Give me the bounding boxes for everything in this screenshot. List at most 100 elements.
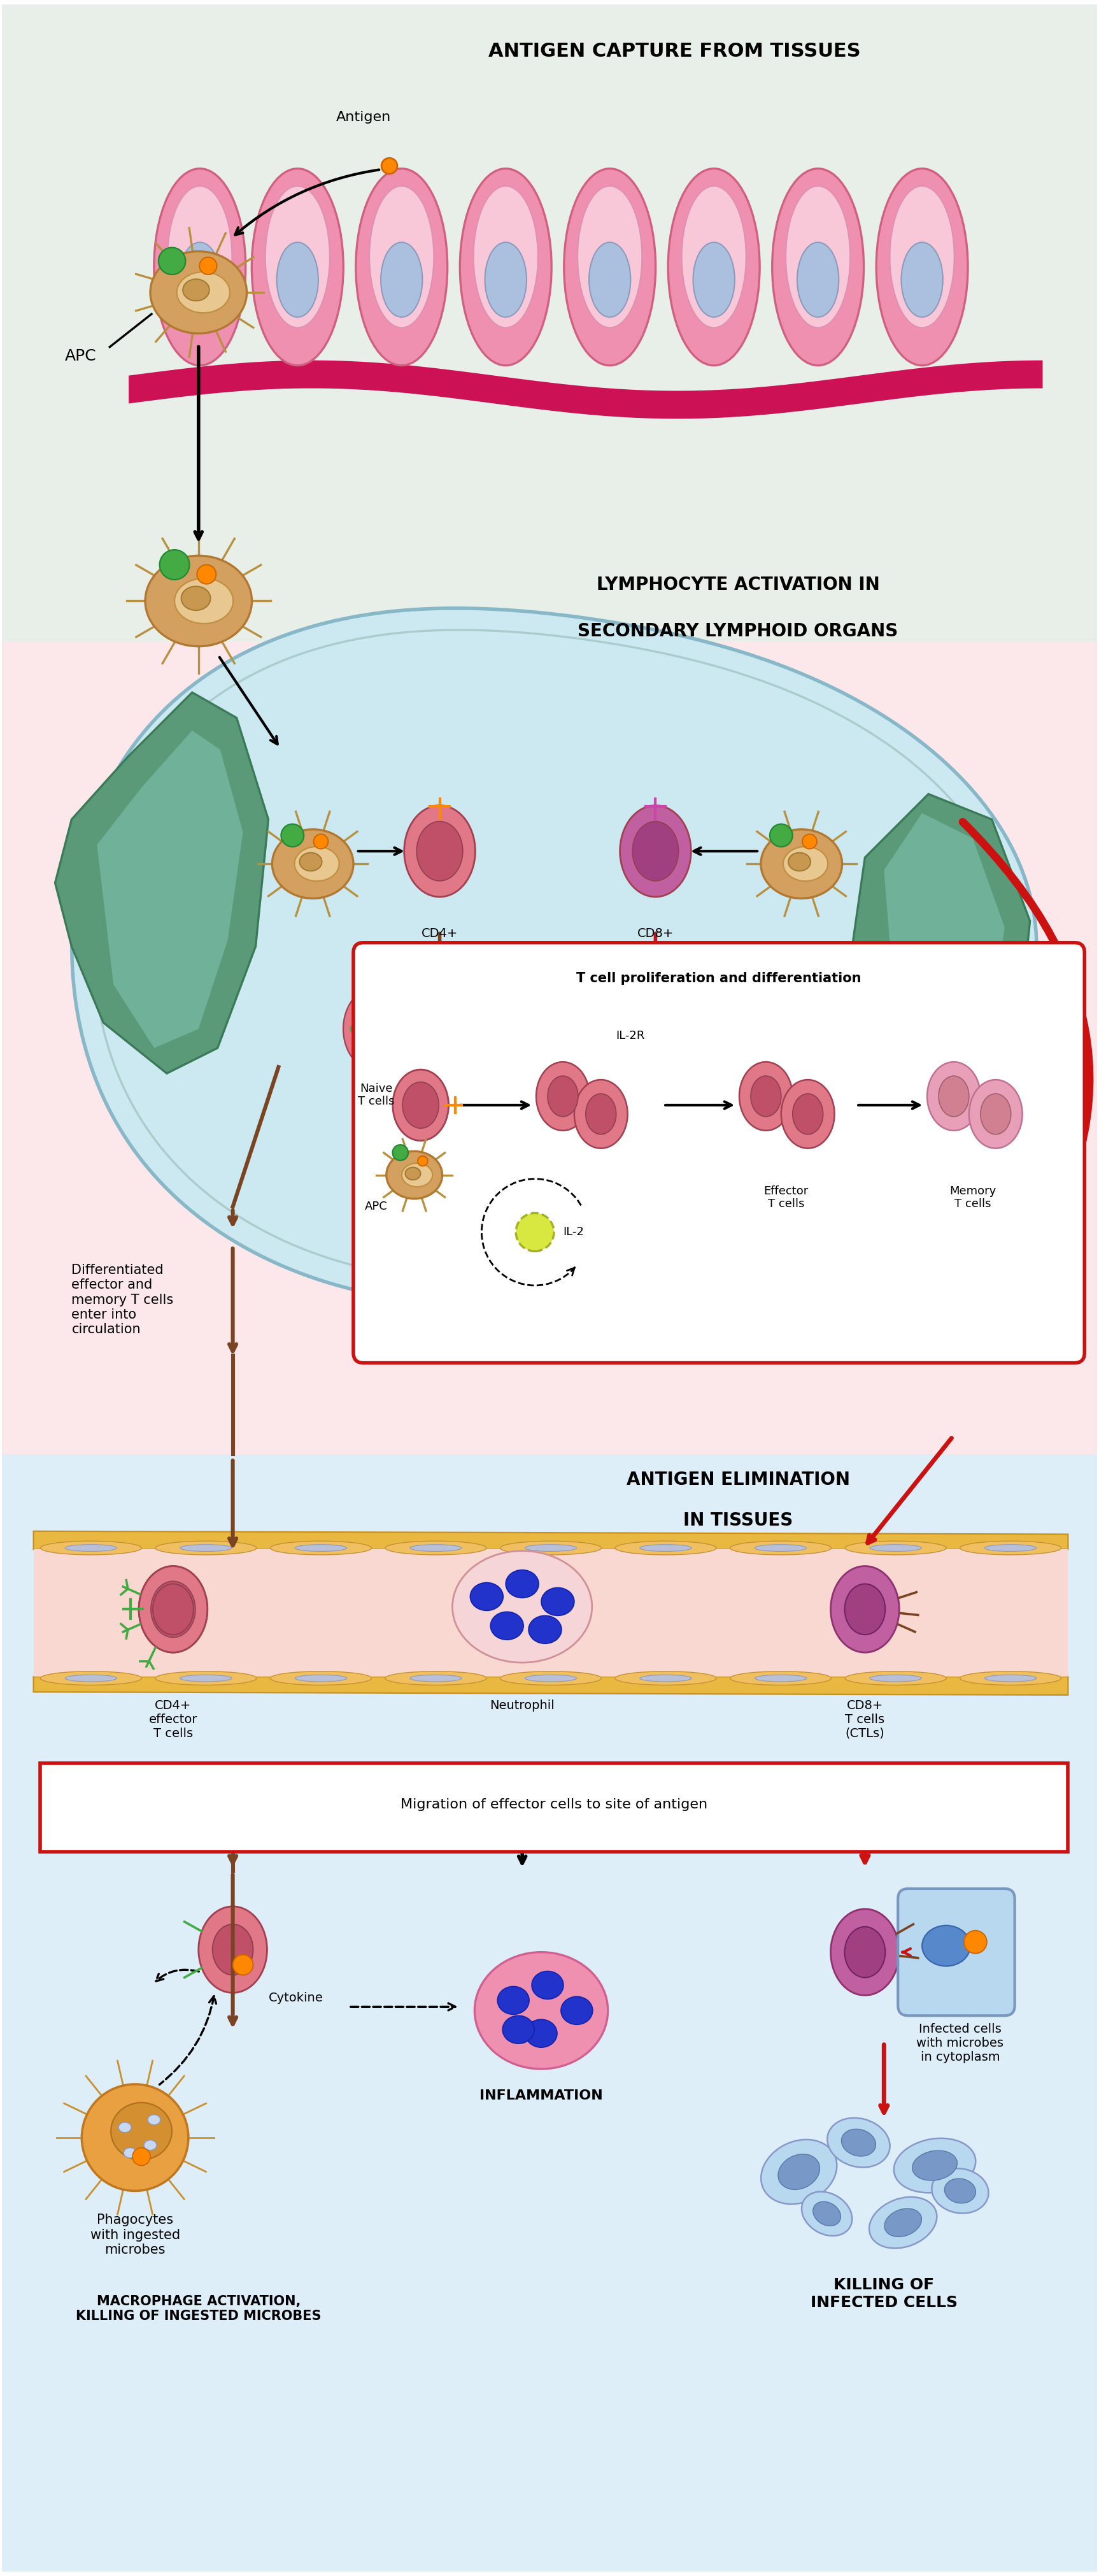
Ellipse shape	[586, 1095, 617, 1133]
Text: ANTIGEN CAPTURE FROM TISSUES: ANTIGEN CAPTURE FROM TISSUES	[488, 41, 861, 59]
Ellipse shape	[65, 1674, 116, 1682]
Ellipse shape	[368, 1025, 434, 1108]
Text: CD4+
T cells: CD4+ T cells	[420, 927, 459, 953]
Text: APC: APC	[65, 348, 97, 363]
Circle shape	[200, 258, 217, 276]
Text: INFLAMMATION: INFLAMMATION	[479, 2089, 603, 2102]
Ellipse shape	[784, 848, 828, 881]
Ellipse shape	[270, 1672, 371, 1685]
Ellipse shape	[788, 853, 811, 871]
Text: CD4+
effector
T cells: CD4+ effector T cells	[148, 1700, 198, 1739]
Ellipse shape	[932, 2169, 988, 2213]
Ellipse shape	[781, 1079, 834, 1149]
Ellipse shape	[575, 1079, 628, 1149]
Circle shape	[515, 1213, 554, 1252]
Ellipse shape	[498, 1986, 530, 2014]
Ellipse shape	[630, 976, 668, 1025]
Text: IN TISSUES: IN TISSUES	[684, 1512, 792, 1530]
Ellipse shape	[842, 2128, 876, 2156]
Text: ANTIGEN ELIMINATION: ANTIGEN ELIMINATION	[626, 1471, 850, 1489]
Ellipse shape	[645, 1036, 684, 1084]
Ellipse shape	[845, 1672, 946, 1685]
Ellipse shape	[939, 1077, 969, 1115]
Ellipse shape	[525, 2020, 557, 2048]
Ellipse shape	[536, 1061, 589, 1131]
FancyArrowPatch shape	[963, 822, 1089, 1306]
Ellipse shape	[532, 1971, 564, 1999]
Text: Cytokine: Cytokine	[268, 1991, 323, 2004]
Ellipse shape	[470, 1582, 503, 1610]
Ellipse shape	[666, 999, 703, 1046]
Circle shape	[392, 1023, 402, 1033]
Ellipse shape	[761, 829, 842, 899]
Ellipse shape	[41, 1540, 142, 1556]
Ellipse shape	[410, 1674, 462, 1682]
Ellipse shape	[179, 242, 221, 317]
Circle shape	[359, 1010, 370, 1018]
Ellipse shape	[665, 945, 731, 1030]
Ellipse shape	[474, 185, 539, 327]
Text: CD8+
T cells
(CTLs): CD8+ T cells (CTLs)	[635, 1092, 675, 1133]
Ellipse shape	[876, 167, 968, 366]
Ellipse shape	[985, 1674, 1036, 1682]
Ellipse shape	[138, 1566, 208, 1651]
Ellipse shape	[755, 1674, 807, 1682]
Ellipse shape	[151, 1582, 196, 1638]
FancyBboxPatch shape	[40, 1762, 1068, 1852]
Ellipse shape	[845, 1540, 946, 1556]
Circle shape	[964, 1929, 987, 1953]
Ellipse shape	[828, 2117, 890, 2166]
Ellipse shape	[180, 1674, 232, 1682]
Ellipse shape	[144, 2141, 157, 2151]
Ellipse shape	[65, 1546, 116, 1551]
Ellipse shape	[730, 1540, 831, 1556]
Ellipse shape	[500, 1540, 601, 1556]
Ellipse shape	[890, 185, 954, 327]
Ellipse shape	[475, 1953, 608, 2069]
Ellipse shape	[459, 167, 552, 366]
Ellipse shape	[541, 1587, 575, 1615]
Ellipse shape	[885, 2208, 922, 2236]
Text: T cell proliferation and differentiation: T cell proliferation and differentiation	[577, 971, 862, 984]
Ellipse shape	[668, 167, 759, 366]
Text: CD4+
effector
T cells: CD4+ effector T cells	[402, 1092, 452, 1133]
Ellipse shape	[300, 853, 322, 871]
Ellipse shape	[175, 580, 233, 623]
Text: CD8+
T cells: CD8+ T cells	[635, 927, 675, 953]
Ellipse shape	[620, 806, 691, 896]
Polygon shape	[852, 793, 1030, 1110]
Ellipse shape	[615, 1540, 717, 1556]
Text: MACROPHAGE ACTIVATION,
KILLING OF INGESTED MICROBES: MACROPHAGE ACTIVATION, KILLING OF INGEST…	[76, 2295, 321, 2324]
Ellipse shape	[578, 974, 644, 1059]
Ellipse shape	[922, 1924, 970, 1965]
Bar	[2, 1455, 1097, 2571]
Text: Antigen: Antigen	[336, 111, 391, 124]
Ellipse shape	[961, 1672, 1062, 1685]
Ellipse shape	[155, 1540, 256, 1556]
Ellipse shape	[177, 273, 230, 312]
Text: KILLING OF
INFECTED CELLS: KILLING OF INFECTED CELLS	[810, 2277, 957, 2311]
Polygon shape	[33, 1530, 1068, 1551]
Ellipse shape	[525, 1546, 577, 1551]
Ellipse shape	[773, 167, 864, 366]
Ellipse shape	[500, 1672, 601, 1685]
FancyBboxPatch shape	[354, 943, 1085, 1363]
Point	[380, 144, 398, 185]
Ellipse shape	[442, 976, 480, 1025]
Circle shape	[418, 1157, 428, 1167]
Polygon shape	[884, 814, 1004, 1087]
Ellipse shape	[277, 242, 319, 317]
Ellipse shape	[845, 1584, 886, 1636]
Ellipse shape	[295, 1546, 347, 1551]
Ellipse shape	[652, 981, 718, 1064]
Ellipse shape	[969, 1079, 1022, 1149]
Ellipse shape	[401, 992, 440, 1041]
Ellipse shape	[153, 1584, 193, 1636]
Ellipse shape	[603, 1015, 669, 1100]
Ellipse shape	[369, 185, 434, 327]
Ellipse shape	[813, 2202, 841, 2226]
Ellipse shape	[180, 1546, 232, 1551]
Polygon shape	[71, 608, 1036, 1303]
Polygon shape	[33, 1551, 1068, 1677]
Ellipse shape	[564, 167, 656, 366]
